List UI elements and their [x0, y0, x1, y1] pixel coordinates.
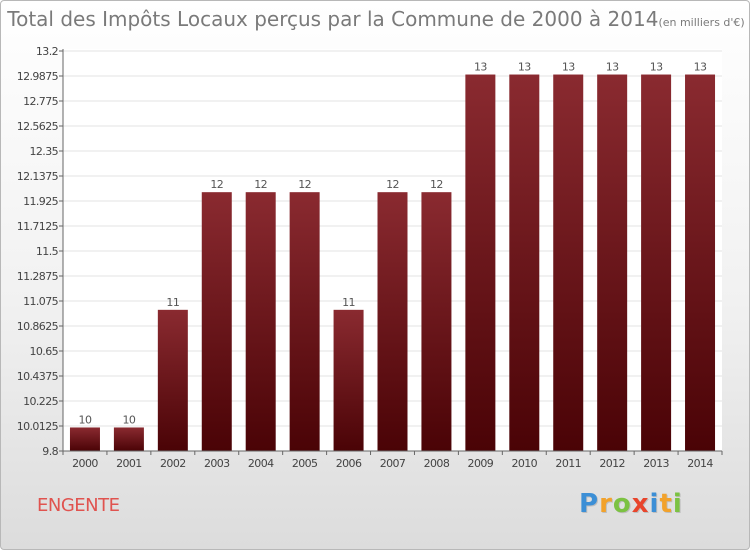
- x-tick-label-2012: 2012: [599, 457, 625, 470]
- x-tick-label-2000: 2000: [72, 457, 98, 470]
- y-tick-label: 12.775: [23, 95, 58, 108]
- y-tick-label: 10.8625: [17, 320, 59, 333]
- bar-2004: [245, 192, 276, 452]
- y-tick-label: 12.35: [30, 145, 59, 158]
- y-tick-label: 11.2875: [17, 270, 59, 283]
- bar-2006: [333, 309, 364, 451]
- title-main: Total des Impôts Locaux perçus par la Co…: [7, 7, 659, 31]
- x-tick-label-2011: 2011: [555, 457, 581, 470]
- y-tick-label: 11.7125: [17, 220, 59, 233]
- x-tick-label-2001: 2001: [116, 457, 142, 470]
- value-label-2007: 12: [386, 178, 399, 191]
- value-label-2002: 11: [166, 296, 179, 309]
- y-tick-label: 10.4375: [17, 370, 59, 383]
- x-tick-label-2003: 2003: [204, 457, 230, 470]
- logo-letter: r: [599, 489, 613, 519]
- x-tick-label-2005: 2005: [292, 457, 318, 470]
- y-tick-label: 11.925: [23, 195, 58, 208]
- bar-2007: [377, 192, 408, 452]
- y-tick-label: 10.0125: [17, 420, 59, 433]
- chart-title: Total des Impôts Locaux perçus par la Co…: [1, 7, 749, 31]
- x-tick-label-2004: 2004: [248, 457, 274, 470]
- bars: [69, 74, 716, 452]
- y-tick-label: 13.2: [36, 45, 58, 58]
- bar-2009: [465, 74, 496, 451]
- x-tick-label-2009: 2009: [468, 457, 494, 470]
- bar-2000: [69, 427, 100, 451]
- bar-2011: [553, 74, 584, 451]
- logo-letter: t: [659, 489, 673, 519]
- y-tick-label: 10.225: [23, 395, 58, 408]
- bar-2002: [157, 309, 188, 451]
- x-tick-label-2013: 2013: [643, 457, 669, 470]
- value-label-2014: 13: [694, 61, 707, 74]
- x-tick-label-2006: 2006: [336, 457, 362, 470]
- value-label-2001: 10: [122, 413, 135, 426]
- commune-name: ENGENTE: [37, 495, 120, 516]
- value-label-2000: 10: [79, 413, 92, 426]
- y-tick-label: 12.9875: [17, 70, 59, 83]
- value-label-2003: 12: [210, 178, 223, 191]
- y-axis: 9.8 10.0125 10.225 10.4375 10.65 10.8625 11.07…: [17, 45, 64, 458]
- x-axis: 2000 2001 2002 2003 2004 2005 2006 2007 2008 2009…: [62, 450, 723, 470]
- y-tick-label: 12.5625: [17, 120, 59, 133]
- y-tick-label: 11.075: [23, 295, 58, 308]
- value-label-2005: 12: [298, 178, 311, 191]
- y-tick-label: 12.1375: [17, 170, 59, 183]
- title-unit: (en milliers d'€): [658, 16, 745, 29]
- value-label-2004: 12: [254, 178, 267, 191]
- bar-2012: [597, 74, 628, 451]
- logo-letter: x: [631, 489, 650, 519]
- y-tick-label: 11.5: [36, 245, 59, 258]
- value-label-2011: 13: [562, 61, 575, 74]
- value-label-2012: 13: [606, 61, 619, 74]
- value-label-2006: 11: [342, 296, 355, 309]
- x-tick-label-2008: 2008: [424, 457, 450, 470]
- logo-letter: i: [649, 489, 660, 519]
- bar-2005: [289, 192, 320, 452]
- x-tick-label-2010: 2010: [511, 457, 537, 470]
- y-tick-label: 10.65: [30, 345, 59, 358]
- y-tick-label: 9.8: [42, 445, 58, 458]
- logo-letter: P: [579, 489, 600, 519]
- bar-2008: [421, 192, 452, 452]
- logo-letter: o: [612, 489, 632, 519]
- value-labels: 10 10 11 12 12 12 11 12 12 13 13 13 13 13 13: [79, 61, 708, 427]
- bar-2014: [685, 74, 716, 451]
- value-label-2009: 13: [474, 61, 487, 74]
- x-tick-label-2002: 2002: [160, 457, 186, 470]
- x-tick-label-2007: 2007: [380, 457, 406, 470]
- logo-letter: i: [672, 489, 683, 519]
- bar-2001: [113, 427, 144, 451]
- value-label-2008: 12: [430, 178, 443, 191]
- x-tick-label-2014: 2014: [687, 457, 713, 470]
- bar-2013: [641, 74, 672, 451]
- proxiti-logo: Proxiti: [579, 489, 683, 519]
- value-label-2010: 13: [518, 61, 531, 74]
- value-label-2013: 13: [650, 61, 663, 74]
- bar-2010: [509, 74, 540, 451]
- bar-2003: [201, 192, 232, 452]
